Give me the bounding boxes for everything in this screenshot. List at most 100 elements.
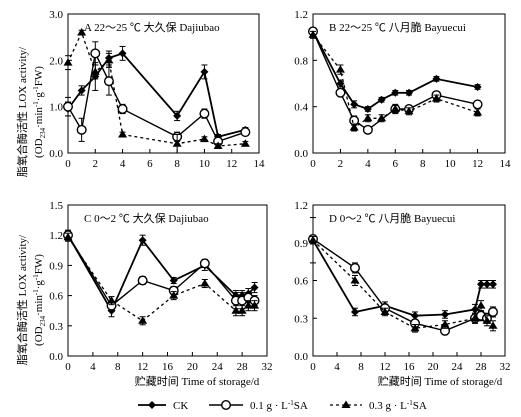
- legend: CK 0.1 g · L-1SA 0.3 g · L-1SA: [138, 399, 427, 412]
- x-tick-label: 28: [237, 361, 249, 373]
- data-point-sa03: [488, 321, 498, 329]
- data-point-ck: [441, 310, 449, 319]
- y-axis-label-bottom: 脂氧合酶活性 LOX activity/ (OD234·min-1·g-1FW): [15, 234, 47, 365]
- data-point-sa01: [488, 306, 499, 317]
- y-axis-label-top: 脂氧合酶活性 LOX activity/ (OD234·min-1·g-1FW): [15, 46, 47, 177]
- y-tick-label: 0.3: [49, 321, 63, 333]
- data-point-sa03: [199, 134, 209, 143]
- x-tick-label: 4: [334, 361, 340, 373]
- y-tick-label: 0.0: [294, 148, 308, 160]
- y-tick-label: 0.6: [49, 291, 63, 303]
- x-tick-label: 14: [500, 158, 512, 170]
- data-point-sa03: [363, 113, 373, 122]
- data-point-sa03: [349, 123, 359, 131]
- series-line-sa01: [312, 31, 478, 131]
- x-tick-label: 16: [162, 361, 174, 373]
- data-point-sa03: [377, 113, 387, 122]
- data-point-sa03: [380, 307, 390, 315]
- data-point-sa01: [240, 127, 251, 138]
- y-tick-label: 1.2: [49, 230, 63, 242]
- x-axis-label-right: 贮藏时间 Time of storage/d: [378, 375, 503, 388]
- data-point-sa03: [440, 320, 450, 328]
- y-tick-label: 0.9: [294, 238, 308, 250]
- x-tick-label: 8: [115, 361, 121, 373]
- data-point-sa03: [473, 107, 483, 116]
- data-point-sa03: [410, 323, 420, 332]
- data-point-ck: [489, 280, 497, 289]
- data-point-sa01: [362, 124, 373, 135]
- data-point-sa01: [117, 103, 128, 114]
- data-point-sa03: [350, 276, 360, 284]
- x-tick-label: 4: [90, 361, 96, 373]
- panel-title: D 0～2 ℃ 八月脆 Bayuecui: [329, 211, 455, 225]
- x-tick-label: 8: [174, 158, 180, 170]
- data-point-sa03: [200, 279, 210, 287]
- data-point-ck: [477, 280, 485, 289]
- legend-label-sa03: 0.3 g · L-1SA: [369, 399, 427, 412]
- series-ck: [309, 27, 482, 113]
- data-point-sa01: [103, 76, 114, 87]
- data-point-sa03: [172, 139, 182, 147]
- data-point-ck: [118, 49, 127, 58]
- x-tick-label: 0: [310, 158, 316, 170]
- data-point-sa03: [431, 94, 441, 102]
- data-point-ck: [138, 236, 147, 245]
- plot-frame: [312, 204, 506, 357]
- x-tick-label: 20: [428, 361, 440, 373]
- series-line-ck: [67, 52, 246, 138]
- data-point-ck: [200, 67, 209, 76]
- data-point-sa03: [231, 306, 241, 314]
- data-point-ck: [363, 104, 372, 113]
- chart-panels: 0 2 4 6 8 10 12 140.01.02.03.0A 22～25 ℃ 大久保 Daj…: [49, 9, 511, 373]
- data-point-ck: [432, 74, 441, 83]
- data-point-ck: [405, 88, 413, 97]
- x-tick-label: 4: [120, 158, 126, 170]
- svg-text:(OD234·min-1·g-1FW): (OD234·min-1·g-1FW): [32, 66, 47, 158]
- data-point-sa03: [213, 141, 223, 150]
- data-point-sa01: [137, 275, 148, 286]
- x-tick-label: 32: [262, 361, 273, 373]
- data-point-sa03: [482, 316, 492, 324]
- x-tick-label: 16: [404, 361, 416, 373]
- data-point-sa03: [240, 139, 250, 147]
- data-point-sa01: [472, 99, 483, 110]
- x-axis-label-left: 贮藏时间 Time of storage/d: [135, 375, 260, 388]
- x-tick-label: 28: [476, 361, 488, 373]
- panel-a: 0 2 4 6 8 10 12 14 0.0 1.0 2.0 3.0 A 22～25 ℃ 大久保 Daj…: [49, 9, 265, 170]
- y-tick-label: 1.5: [49, 200, 63, 212]
- x-tick-label: 32: [500, 361, 511, 373]
- panel-c: 0 4 8 12 16 20 24 28 32 0.0 0.3 0.6 0.9 1.2 1.5 C 0～2 ℃…: [49, 200, 272, 373]
- x-tick-label: 8: [358, 361, 364, 373]
- x-tick-label: 8: [420, 158, 426, 170]
- data-point-sa03: [335, 65, 345, 73]
- data-point-sa03: [77, 28, 87, 36]
- x-tick-label: 4: [365, 158, 371, 170]
- x-tick-label: 6: [393, 158, 399, 170]
- series-sa03: [308, 30, 483, 132]
- y-tick-label: 0.0: [49, 351, 63, 363]
- x-tick-label: 10: [199, 158, 211, 170]
- panel-title: B 22～25 ℃ 八月脆 Bayuecui: [329, 20, 466, 34]
- y-tick-label: 1.0: [49, 102, 63, 114]
- data-point-ck: [169, 276, 178, 285]
- series-sa03: [63, 28, 250, 154]
- y-tick-label: 0.4: [294, 102, 308, 114]
- data-point-sa03: [138, 316, 148, 324]
- data-point-ck: [377, 95, 386, 104]
- data-point-ck: [471, 305, 479, 314]
- svg-text:(OD234·min-1·g-1FW): (OD234·min-1·g-1FW): [32, 254, 47, 346]
- x-tick-label: 24: [212, 361, 224, 373]
- y-tick-label: 0.0: [49, 148, 63, 160]
- plot-frame: [67, 204, 268, 357]
- legend-item-sa01: 0.1 g · L-1SA: [209, 399, 308, 412]
- data-point-sa03: [169, 291, 179, 299]
- series-line-sa03: [67, 236, 255, 322]
- plot-frame: [312, 13, 506, 154]
- x-tick-label: 20: [187, 361, 199, 373]
- series-line-sa01: [67, 51, 246, 143]
- plot-frame: [67, 13, 260, 154]
- data-point-sa03: [470, 313, 480, 322]
- x-tick-label: 2: [338, 158, 344, 170]
- y-tick-label: 2.0: [49, 55, 63, 67]
